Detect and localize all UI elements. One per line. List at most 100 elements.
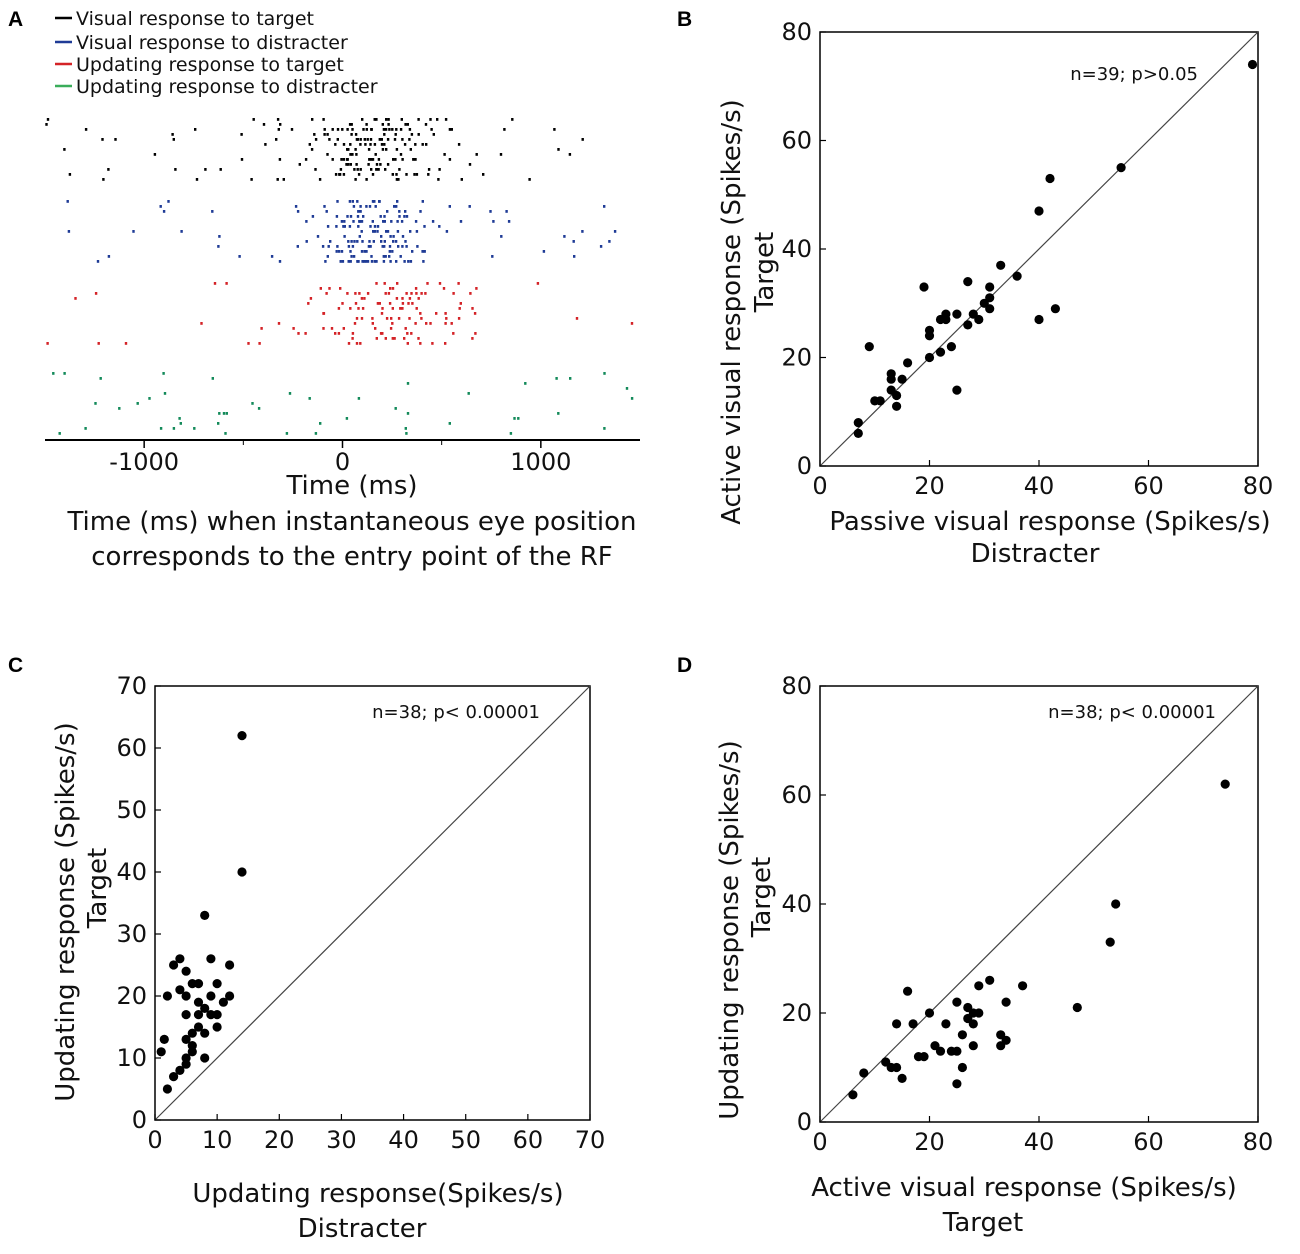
raster-spike	[388, 250, 391, 253]
raster-spike	[359, 143, 362, 146]
raster-spike	[355, 317, 359, 320]
raster-spike	[475, 287, 478, 290]
data-point	[1034, 206, 1044, 216]
raster-spike	[630, 397, 634, 400]
raster-spike	[489, 210, 492, 213]
raster-spike	[380, 240, 383, 243]
raster-spike	[366, 292, 370, 295]
raster-spike	[388, 302, 392, 305]
raster-spike	[179, 422, 182, 425]
panel-label-a: A	[8, 8, 23, 31]
raster-spike	[517, 417, 520, 420]
raster-spike	[457, 143, 461, 146]
raster-spike	[84, 128, 88, 131]
raster-spike	[400, 220, 404, 223]
xlabel-c-line1: Updating response(Spikes/s)	[192, 1179, 563, 1209]
raster-spike	[342, 158, 345, 161]
data-point	[1001, 1035, 1011, 1045]
raster-spike	[361, 118, 364, 121]
data-point	[1111, 899, 1121, 909]
data-point	[935, 1046, 946, 1056]
raster-spike	[417, 118, 420, 121]
raster-spike	[336, 138, 339, 141]
raster-spike	[399, 153, 403, 156]
raster-spike	[365, 250, 368, 253]
y-tick-label: 80	[781, 18, 812, 46]
ylabel-d-line1: Updating response (Spikes/s)	[715, 740, 745, 1120]
raster-spike	[475, 153, 478, 156]
raster-spike	[386, 163, 390, 166]
raster-spike	[178, 417, 181, 420]
raster-spike	[327, 245, 330, 248]
raster-spike	[370, 128, 373, 131]
raster-spike	[443, 153, 446, 156]
raster-spike	[468, 163, 472, 166]
raster-spike	[46, 342, 49, 345]
raster-spike	[394, 240, 398, 243]
raster-spike	[342, 173, 346, 176]
raster-spike	[375, 282, 378, 285]
raster-spike	[384, 337, 387, 340]
data-point	[193, 1022, 204, 1032]
x-tick-label: 0	[147, 1126, 162, 1154]
raster-spike	[94, 292, 98, 295]
raster-spike	[325, 292, 328, 295]
raster-spike	[365, 128, 368, 131]
raster-spike	[334, 173, 338, 176]
raster-spike	[373, 200, 376, 203]
raster-spike	[438, 225, 441, 228]
raster-spike	[387, 118, 390, 121]
raster-spike	[414, 220, 418, 223]
raster-spike	[174, 168, 177, 171]
raster-spike	[270, 255, 274, 258]
raster-spike	[375, 337, 378, 340]
raster-spike	[297, 332, 300, 335]
raster-spike	[378, 200, 381, 203]
raster-spike	[374, 153, 377, 156]
raster-spike	[314, 168, 317, 171]
data-point	[1050, 304, 1060, 314]
legend-label-0: Visual response to target	[76, 8, 314, 30]
raster-spike	[389, 235, 392, 238]
raster-spike	[326, 153, 329, 156]
raster-spike	[409, 260, 413, 263]
raster-spike	[432, 133, 435, 136]
raster-spike	[450, 128, 453, 131]
raster-spike	[397, 178, 400, 181]
raster-spike	[401, 307, 404, 310]
ylabel-b-line1: Active visual response (Spikes/s)	[717, 99, 747, 525]
raster-spike	[393, 205, 396, 208]
raster-spike	[340, 220, 344, 223]
plot-frame-c	[154, 685, 591, 1121]
raster-spike	[172, 427, 176, 430]
data-point	[952, 309, 962, 319]
raster-spike	[553, 128, 556, 131]
x-tick-label: 20	[914, 472, 945, 500]
raster-spike	[240, 158, 244, 161]
data-point	[187, 1028, 197, 1038]
raster-spike	[414, 322, 417, 325]
raster-spike	[213, 282, 217, 285]
ylabel-b-line2: Target	[750, 232, 780, 313]
raster-spike	[347, 148, 350, 151]
raster-spike	[340, 158, 343, 161]
raster-spike	[414, 287, 418, 290]
raster-spike	[404, 240, 407, 243]
raster-spike	[364, 143, 367, 146]
y-tick-label: 20	[781, 999, 812, 1027]
raster-spike	[421, 250, 424, 253]
raster-spike	[468, 205, 471, 208]
raster-spike	[431, 342, 434, 345]
raster-spike	[347, 163, 350, 166]
raster-spike	[46, 118, 50, 121]
raster-spike	[371, 173, 375, 176]
y-tick-label: 0	[797, 452, 812, 480]
raster-spike	[448, 205, 451, 208]
raster-spike	[330, 327, 334, 330]
raster-spike	[359, 220, 362, 223]
raster-spike	[288, 392, 292, 395]
raster-spike	[338, 173, 342, 176]
data-point	[181, 1053, 191, 1063]
raster-spike	[68, 173, 72, 176]
